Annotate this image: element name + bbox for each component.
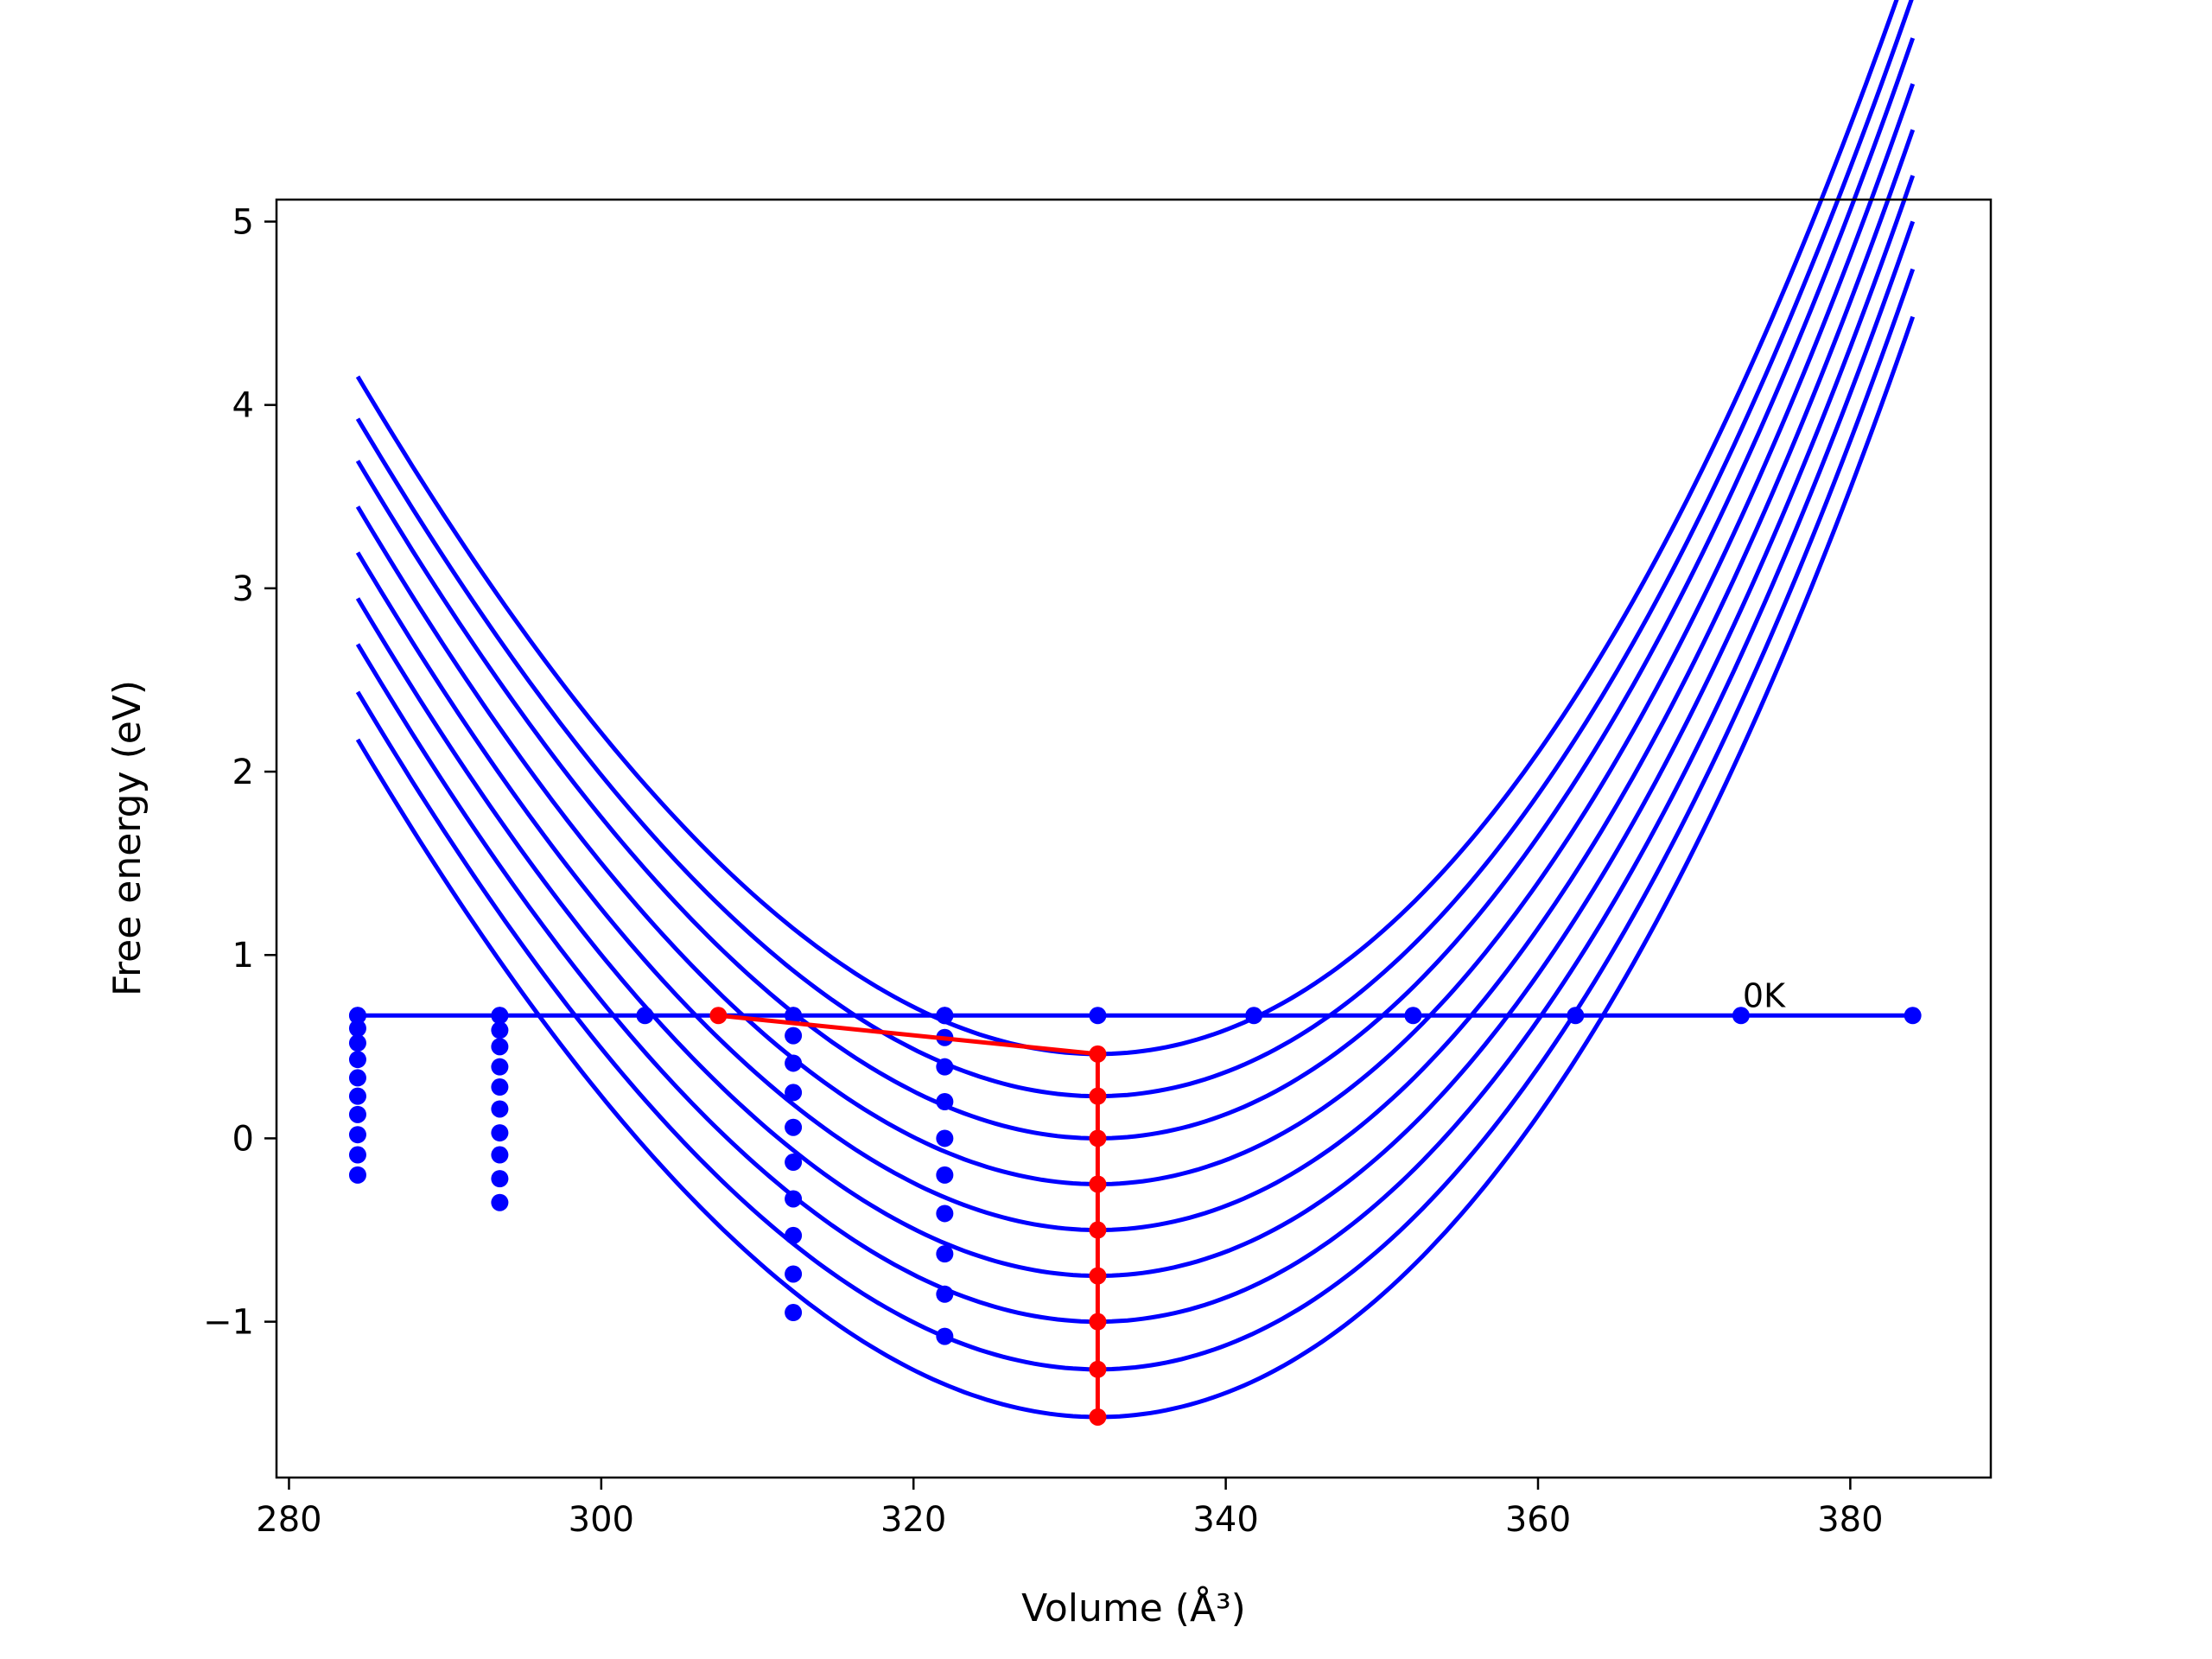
zero-kelvin-point-6 <box>1089 1007 1107 1025</box>
data-point-col2-5 <box>491 1078 509 1096</box>
y-tick-label: 1 <box>232 936 254 976</box>
x-tick-label: 300 <box>569 1500 634 1540</box>
data-point-col4-8 <box>936 1245 954 1263</box>
energy-curve-8 <box>355 268 1916 1372</box>
data-point-col1-2 <box>348 1020 366 1038</box>
data-point-col3-9 <box>785 1265 803 1283</box>
y-tick-label: 3 <box>232 569 254 609</box>
equilibrium-point-8 <box>1089 1313 1107 1331</box>
x-axis-label: Volume (Å³) <box>1021 1585 1246 1630</box>
data-point-col3-1 <box>785 1007 803 1025</box>
equilibrium-point-6 <box>1089 1221 1107 1239</box>
data-point-col3-10 <box>785 1304 803 1322</box>
energy-curve-3 <box>355 37 1916 1141</box>
data-point-col3-2 <box>785 1027 803 1045</box>
data-point-col4-7 <box>936 1205 954 1223</box>
energy-curve-1 <box>355 0 1899 1057</box>
plot-area <box>348 0 1922 1426</box>
data-point-col2-2 <box>491 1021 509 1039</box>
data-point-col4-3 <box>936 1058 954 1076</box>
data-point-col2-10 <box>491 1193 509 1211</box>
x-tick-label: 340 <box>1192 1500 1258 1540</box>
y-axis-ticks: −1 0 1 2 3 4 5 <box>203 202 276 1343</box>
y-tick-label: −1 <box>203 1303 254 1343</box>
y-axis-label: Free energy (eV) <box>105 680 149 996</box>
energy-curve-9 <box>355 315 1916 1420</box>
zero-kelvin-point-9 <box>1567 1007 1585 1025</box>
data-point-col3-8 <box>785 1226 803 1244</box>
energy-curve-7 <box>355 220 1916 1325</box>
zero-kelvin-label: 0K <box>1743 976 1786 1014</box>
data-point-col2-4 <box>491 1058 509 1076</box>
data-point-col1-10 <box>348 1166 366 1184</box>
data-point-col1-7 <box>348 1105 366 1123</box>
data-point-col4-5 <box>936 1129 954 1147</box>
zero-kelvin-point-7 <box>1245 1007 1263 1025</box>
y-tick-label: 2 <box>232 753 254 792</box>
equilibrium-point-7 <box>1089 1267 1107 1285</box>
y-tick-label: 4 <box>232 386 254 426</box>
axes-frame <box>275 198 1993 1479</box>
data-point-col2-7 <box>491 1124 509 1142</box>
y-tick-label: 0 <box>232 1119 254 1159</box>
data-point-col4-9 <box>936 1285 954 1303</box>
data-point-col1-8 <box>348 1126 366 1144</box>
data-point-col3-6 <box>785 1154 803 1172</box>
data-point-col3-4 <box>785 1084 803 1102</box>
x-tick-label: 320 <box>880 1500 946 1540</box>
zero-kelvin-point-11 <box>1904 1007 1922 1025</box>
data-point-col1-6 <box>348 1087 366 1105</box>
energy-curve-4 <box>355 83 1916 1187</box>
data-point-col1-3 <box>348 1034 366 1052</box>
data-point-col2-9 <box>491 1170 509 1188</box>
data-point-col1-4 <box>348 1051 366 1069</box>
equilibrium-point-10 <box>1089 1408 1107 1426</box>
energy-curve-2 <box>355 0 1914 1099</box>
data-point-col3-5 <box>785 1118 803 1136</box>
x-tick-label: 380 <box>1817 1500 1883 1540</box>
y-tick-label: 5 <box>232 202 254 242</box>
data-point-col1-9 <box>348 1146 366 1164</box>
data-point-col2-3 <box>491 1038 509 1056</box>
equilibrium-point-2 <box>1089 1045 1107 1063</box>
zero-kelvin-point-10 <box>1732 1007 1750 1025</box>
data-point-col1-5 <box>348 1069 366 1087</box>
data-point-col1-1 <box>348 1007 366 1025</box>
data-point-col4-6 <box>936 1166 954 1184</box>
data-point-col3-7 <box>785 1190 803 1208</box>
equilibrium-point-3 <box>1089 1087 1107 1105</box>
equilibrium-point-1 <box>709 1007 728 1025</box>
energy-curve-5 <box>355 129 1916 1232</box>
energy-curve-6 <box>355 175 1916 1279</box>
data-point-col2-1 <box>491 1007 509 1025</box>
zero-kelvin-point-8 <box>1404 1007 1422 1025</box>
data-point-col4-1 <box>936 1007 954 1025</box>
zero-kelvin-point-3 <box>636 1007 654 1025</box>
data-point-col4-4 <box>936 1093 954 1110</box>
equilibrium-point-4 <box>1089 1129 1107 1147</box>
x-tick-label: 360 <box>1505 1500 1571 1540</box>
data-point-col2-8 <box>491 1146 509 1164</box>
equilibrium-path-line <box>718 1013 1100 1417</box>
equilibrium-point-9 <box>1089 1360 1107 1378</box>
data-point-col2-6 <box>491 1100 509 1118</box>
x-tick-label: 280 <box>256 1500 321 1540</box>
data-point-col3-3 <box>785 1054 803 1072</box>
x-axis-ticks: 280 300 320 340 360 380 <box>256 1478 1884 1540</box>
equilibrium-point-5 <box>1089 1175 1107 1193</box>
data-point-col4-10 <box>936 1327 954 1345</box>
